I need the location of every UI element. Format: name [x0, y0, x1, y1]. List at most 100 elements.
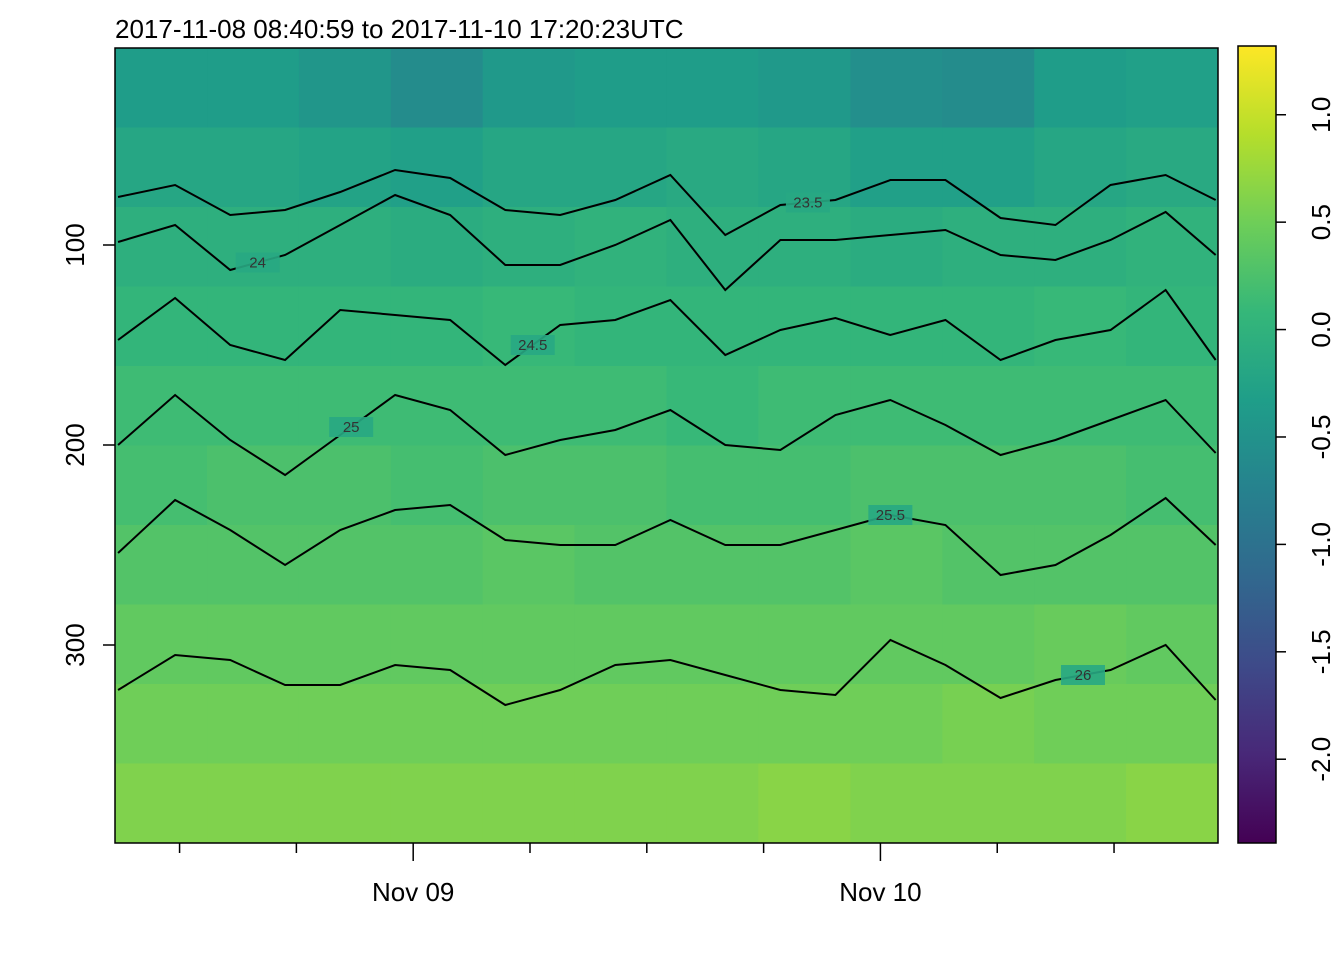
heat-cell [1034, 684, 1127, 764]
contour-line [117, 393, 1217, 477]
heat-cell [1126, 48, 1219, 128]
heat-cell [758, 763, 851, 844]
heat-cell [114, 684, 208, 764]
heat-cell [942, 207, 1035, 287]
heat-cell [114, 48, 208, 128]
heat-cell [942, 127, 1035, 208]
heat-cell [1034, 763, 1127, 844]
heat-cell [666, 48, 759, 128]
heat-cell [758, 525, 851, 605]
heat-cell [758, 684, 851, 764]
contour-line [117, 193, 1217, 292]
x-tick-label: Nov 10 [839, 877, 921, 907]
heat-cell [1126, 763, 1219, 844]
contour-line [117, 638, 1217, 707]
heat-cell [482, 604, 576, 685]
heat-cell [850, 525, 943, 605]
heat-cell [298, 525, 392, 605]
colorbar-tick-label: 1.0 [1306, 97, 1336, 133]
heat-cell [1034, 525, 1127, 605]
heat-cell [1034, 207, 1127, 287]
contour-label-bg [785, 192, 830, 213]
contour-label-bg [329, 417, 374, 437]
contour-label: 25.5 [876, 507, 905, 524]
colorbar [1237, 45, 1277, 844]
heat-cell [666, 684, 759, 764]
heat-cell [298, 48, 392, 128]
heat-cell [298, 445, 392, 526]
heat-cell [850, 366, 943, 446]
heat-cell [482, 684, 576, 764]
heat-cell [574, 366, 667, 446]
heat-cell [390, 445, 484, 526]
heat-cell [482, 366, 576, 446]
heat-cell [1126, 525, 1219, 605]
heat-cell [850, 763, 943, 844]
chart-title: 2017-11-08 08:40:59 to 2017-11-10 17:20:… [115, 14, 684, 44]
heat-cell [298, 684, 392, 764]
heat-cell [1126, 207, 1219, 287]
heat-cell [207, 286, 300, 367]
heat-cell [482, 445, 576, 526]
heat-cell [942, 604, 1035, 685]
contour-line [117, 496, 1217, 577]
heat-cell [942, 48, 1035, 128]
contour-line [117, 288, 1217, 367]
heat-cell [482, 207, 576, 287]
heat-cell [850, 127, 943, 208]
heatmap [114, 48, 1219, 844]
heat-cell [207, 763, 300, 844]
heat-cell [758, 604, 851, 685]
heat-cell [1034, 127, 1127, 208]
heat-cell [666, 445, 759, 526]
heat-cell [574, 286, 667, 367]
contour-line [117, 168, 1217, 237]
contour-label: 26 [1075, 667, 1092, 684]
contour-label: 23.5 [793, 195, 822, 212]
heat-cell [666, 366, 759, 446]
heat-cell [1126, 604, 1219, 685]
heat-cell [390, 207, 484, 287]
heat-cell [298, 286, 392, 367]
heat-cell [758, 286, 851, 367]
heat-cell [666, 525, 759, 605]
heat-cell [574, 604, 667, 685]
heat-cell [574, 207, 667, 287]
heat-cell [666, 127, 759, 208]
heat-cell [574, 684, 667, 764]
heat-cell [666, 763, 759, 844]
contour-label: 24 [249, 255, 266, 272]
axes: 100 200 300 Nov 09 Nov 10 -2.0 -1.5 -1.0 -0.5 0.0… [60, 45, 1336, 907]
heat-cell [574, 127, 667, 208]
heat-cell [207, 48, 300, 128]
contour-label-bg [235, 252, 280, 273]
heat-cell [942, 286, 1035, 367]
heat-cell [758, 366, 851, 446]
contour-label: 25 [343, 419, 360, 436]
heat-cell [850, 48, 943, 128]
heat-cell [942, 445, 1035, 526]
heat-cell [207, 445, 300, 526]
colorbar-tick-label: 0.5 [1306, 204, 1336, 240]
y-tick-label: 200 [60, 423, 90, 466]
contour-label: 24.5 [518, 337, 547, 354]
heat-cell [298, 207, 392, 287]
heat-cell [574, 48, 667, 128]
heat-cell [1034, 48, 1127, 128]
heat-cell [1126, 445, 1219, 526]
heat-cell [114, 286, 208, 367]
heat-cell [942, 763, 1035, 844]
heat-cell [850, 207, 943, 287]
heat-cell [207, 604, 300, 685]
heat-cell [207, 127, 300, 208]
contours: 23.5 24 24.5 25 25.5 26 [117, 168, 1217, 707]
heat-cell [1126, 684, 1219, 764]
colorbar-tick-label: 0.0 [1306, 311, 1336, 347]
colorbar-tick-label: -1.5 [1306, 629, 1336, 674]
heat-cell [298, 604, 392, 685]
heat-cell [666, 286, 759, 367]
heat-cell [207, 684, 300, 764]
heat-cell [758, 445, 851, 526]
heat-cell [482, 48, 576, 128]
heat-cell [574, 525, 667, 605]
